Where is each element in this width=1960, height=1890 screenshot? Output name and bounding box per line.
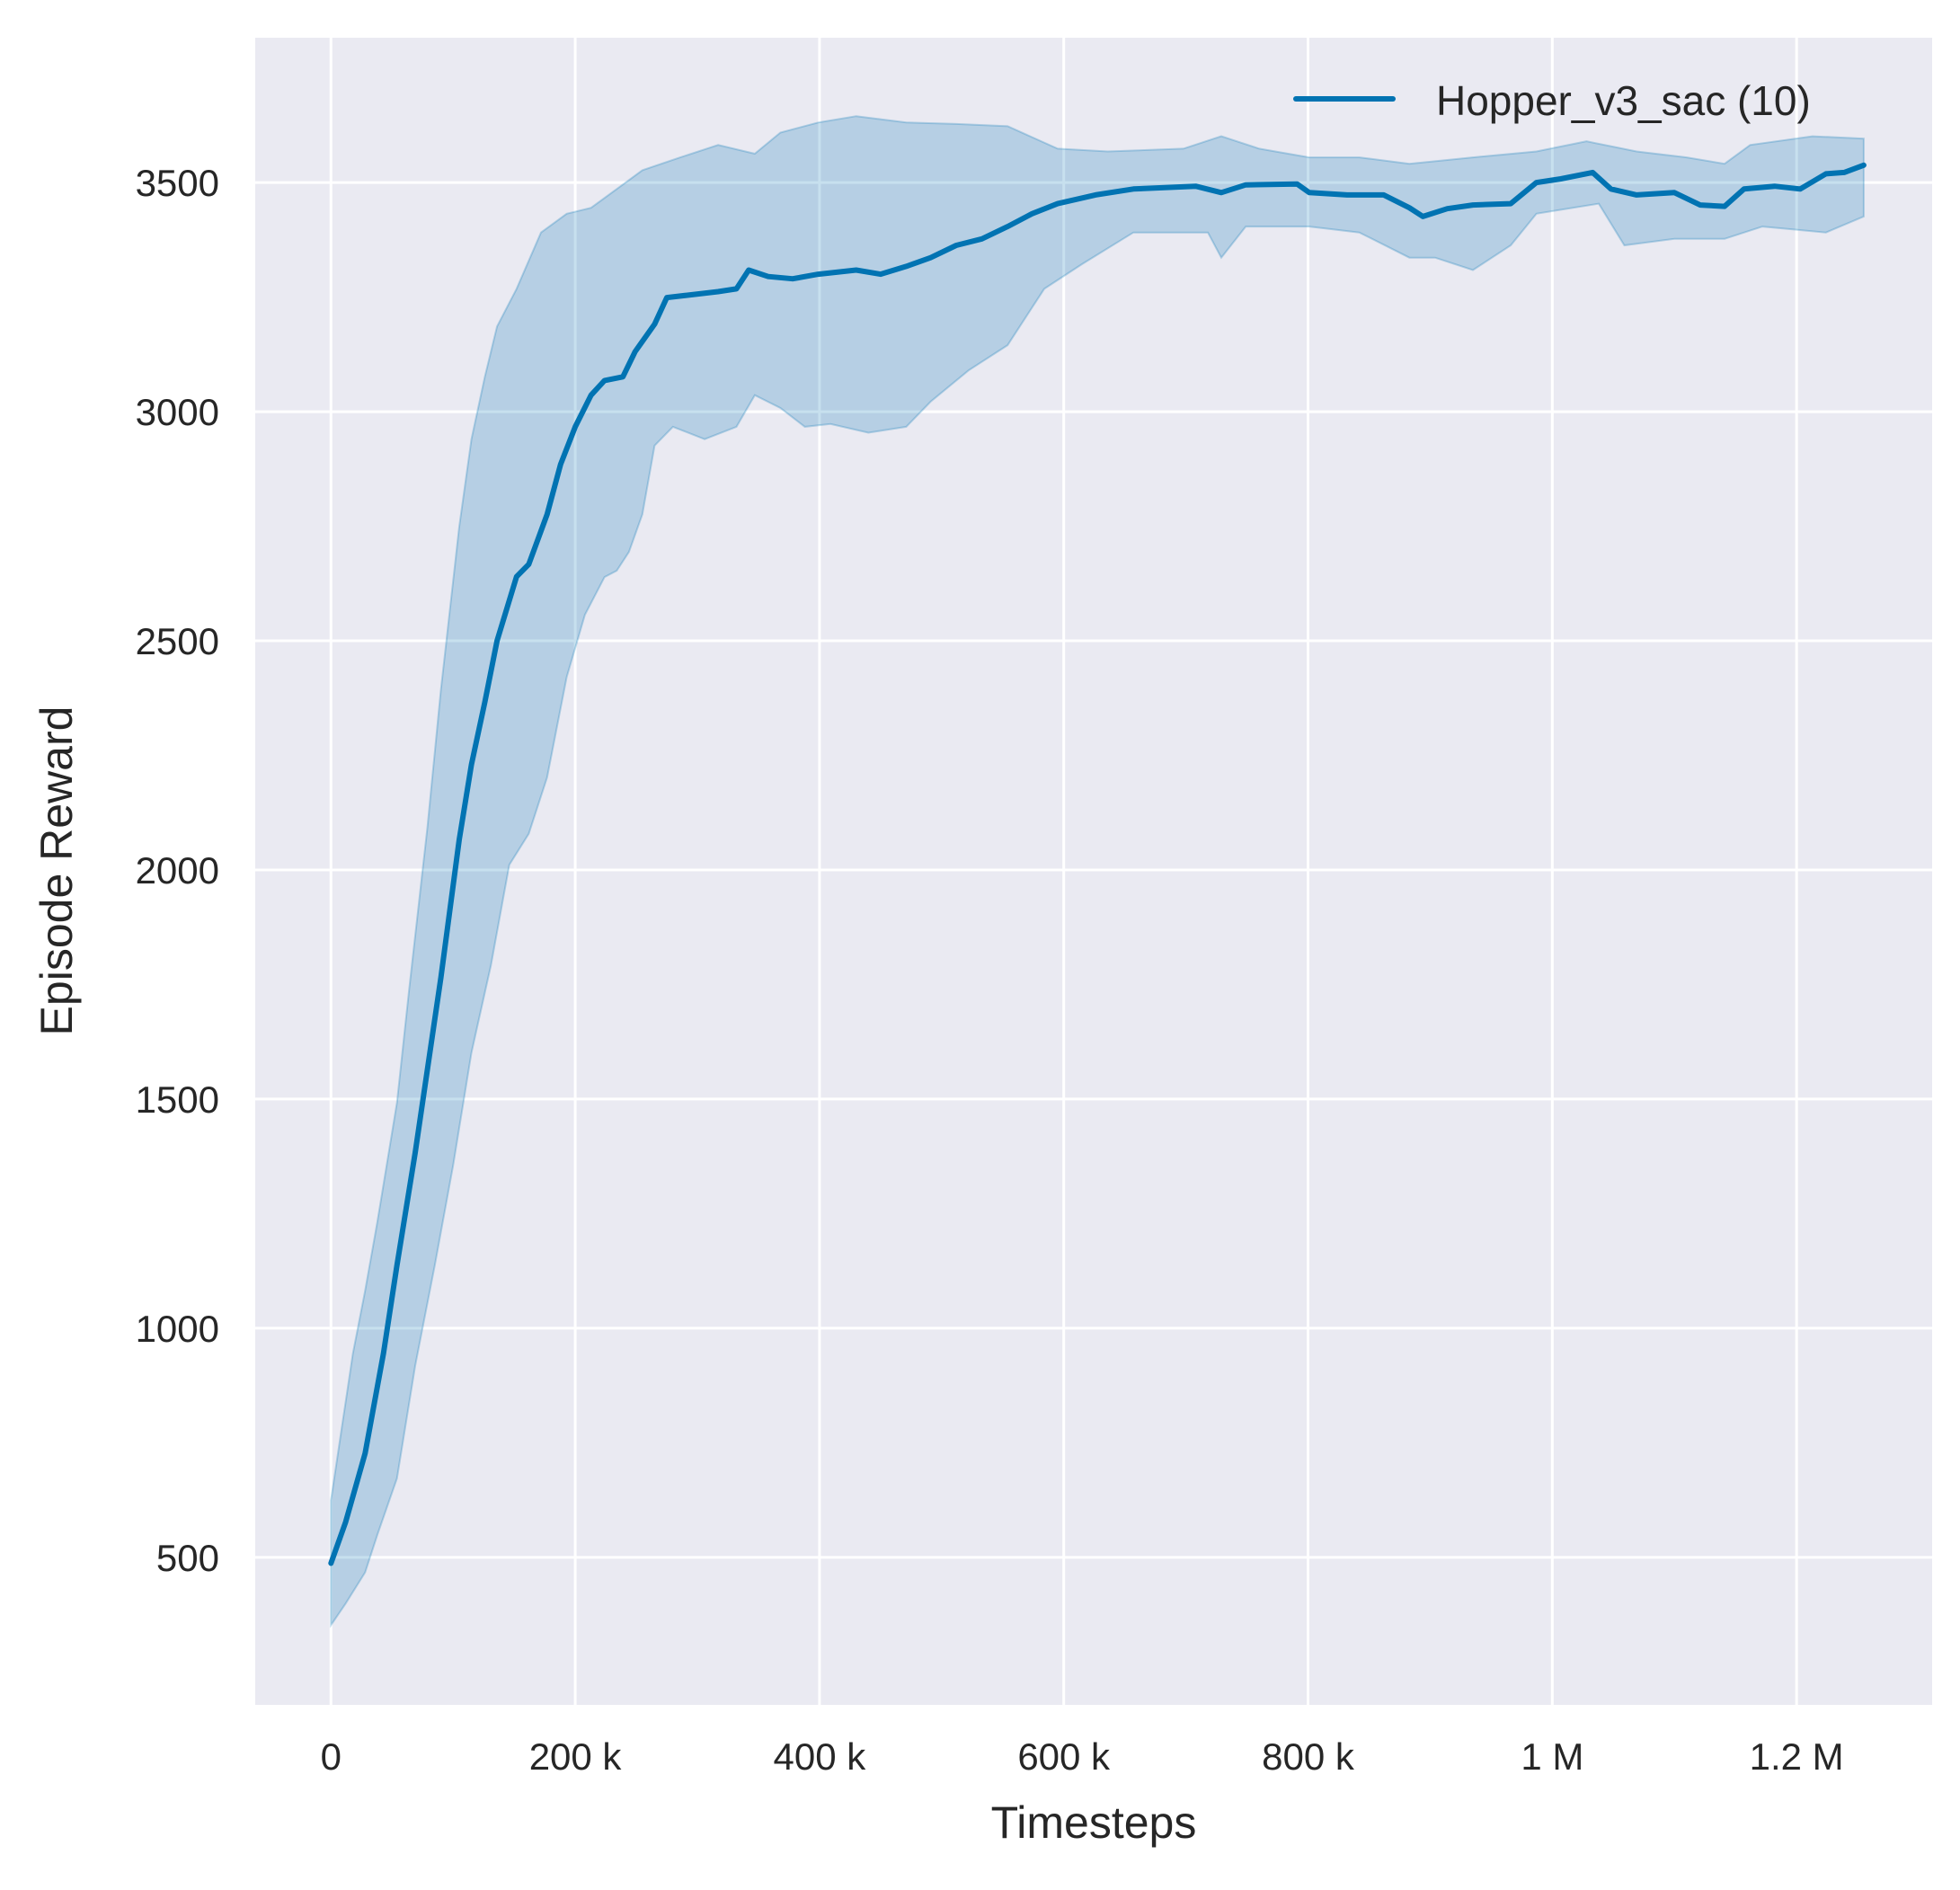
y-tick-label: 2000 [136, 849, 219, 892]
x-tick-label: 600 k [1017, 1735, 1111, 1778]
mean-line [328, 162, 1867, 1566]
grid-lines [255, 38, 1932, 1705]
series-layer [328, 115, 1867, 1628]
y-tick-label: 1500 [136, 1078, 219, 1121]
confidence-band [330, 115, 1865, 1628]
y-tick-label: 500 [156, 1537, 219, 1579]
x-tick-label: 800 k [1262, 1735, 1355, 1778]
y-tick-label: 2500 [136, 620, 219, 662]
x-tick-label: 1 M [1521, 1735, 1583, 1778]
legend: Hopper_v3_sac (10) [1293, 77, 1811, 124]
plot-area [255, 38, 1932, 1705]
y-tick-label: 1000 [136, 1308, 219, 1350]
x-tick-label: 400 k [774, 1735, 867, 1778]
legend-label: Hopper_v3_sac (10) [1436, 77, 1811, 124]
tick-labels: 0 200 k 400 k 600 k 800 k 1 M 1.2 M 500 1000 1500… [136, 162, 1844, 1778]
y-tick-label: 3500 [136, 162, 219, 204]
x-tick-label: 0 [321, 1735, 341, 1778]
x-tick-label: 1.2 M [1750, 1735, 1844, 1778]
y-axis-label: Episode Reward [31, 706, 82, 1036]
x-axis-label: Timesteps [991, 1797, 1197, 1848]
y-tick-label: 3000 [136, 391, 219, 433]
x-tick-label: 200 k [529, 1735, 623, 1778]
